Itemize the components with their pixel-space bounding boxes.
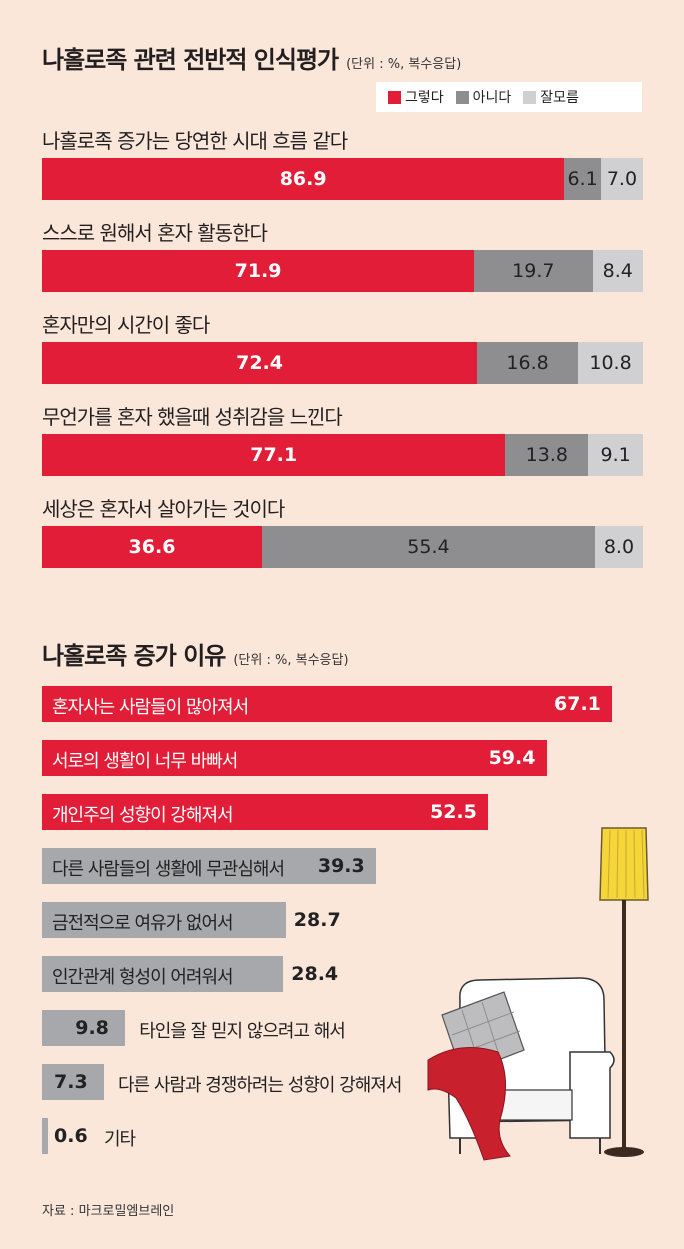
reason-bar: [42, 1064, 104, 1100]
floor-lamp-icon: [599, 827, 649, 1157]
section1-unit: (단위 : %, 복수응답): [346, 57, 462, 72]
reason-value: 0.6: [54, 1125, 88, 1147]
bar-segment-yes: 77.1: [42, 434, 506, 476]
legend-item-no: 아니다: [455, 87, 512, 107]
bar-segment-dk: 7.0: [600, 158, 643, 200]
legend-swatch-no: [455, 90, 469, 104]
reason-label: 다른 사람과 경쟁하려는 성향이 강해져서: [118, 1075, 402, 1096]
section2-title-text: 나홀로족 증가 이유: [42, 642, 226, 670]
armchair-icon: [427, 977, 615, 1161]
reason-label: 다른 사람들의 생활에 무관심해서: [52, 859, 285, 880]
reason-value: 52.5: [429, 801, 477, 823]
reason-label: 혼자사는 사람들이 많아져서: [52, 697, 249, 718]
reason-label: 개인주의 성향이 강해져서: [52, 805, 234, 826]
bar-segment-no: 16.8: [477, 342, 579, 384]
reason-label: 기타: [104, 1129, 136, 1150]
bar-segment-dk: 8.0: [594, 526, 643, 568]
reason-value: 39.3: [317, 855, 365, 877]
legend: 그렇다 아니다 잘모름: [376, 82, 642, 112]
stacked-bar-row: 77.1 13.8 9.1: [42, 434, 643, 476]
legend-item-yes: 그렇다: [388, 87, 444, 107]
reason-bar: [42, 902, 286, 938]
stacked-bar-row: 72.4 16.8 10.8: [42, 342, 643, 384]
bar-segment-no: 55.4: [261, 526, 595, 568]
reason-bar: [42, 848, 376, 884]
legend-label-dontknow: 잘모름: [540, 90, 579, 106]
bar-segment-no: 6.1: [564, 158, 601, 200]
reason-label: 서로의 생활이 너무 바빠서: [52, 751, 238, 772]
reason-bar: [42, 794, 488, 830]
section1-title-text: 나홀로족 관련 전반적 인식평가: [42, 46, 339, 74]
legend-swatch-dontknow: [523, 90, 537, 104]
reason-bar: [42, 956, 284, 992]
legend-label-no: 아니다: [472, 90, 512, 106]
bar-segment-yes: 72.4: [42, 342, 478, 384]
reason-value: 67.1: [554, 693, 601, 715]
reason-value: 7.3: [54, 1071, 88, 1093]
reason-value: 28.4: [291, 963, 339, 985]
section2-title: 나홀로족 증가 이유 (단위 : %, 복수응답): [42, 636, 349, 671]
reason-value: 59.4: [488, 747, 536, 769]
bar-segment-yes: 71.9: [42, 250, 475, 292]
bar-segment-yes: 36.6: [42, 526, 262, 568]
reason-bar: [42, 1010, 126, 1046]
reason-label: 타인을 잘 믿지 않으려고 해서: [139, 1021, 346, 1042]
section2-unit: (단위 : %, 복수응답): [233, 653, 349, 668]
reason-value: 9.8: [75, 1017, 109, 1039]
bar-segment-yes: 86.9: [42, 158, 565, 200]
armchair-lamp-illustration: [427, 827, 649, 1161]
legend-item-dontknow: 잘모름: [523, 87, 579, 107]
question-label: 혼자만의 시간이 좋다: [42, 313, 210, 337]
bar-segment-no: 19.7: [474, 250, 593, 292]
stacked-bar-row: 36.6 55.4 8.0: [42, 526, 643, 568]
bar-segment-dk: 10.8: [578, 342, 643, 384]
stacked-bar-row: 86.9 6.1 7.0: [42, 158, 643, 200]
reason-label: 인간관계 형성이 어려워서: [52, 967, 234, 988]
stacked-bar-row: 71.9 19.7 8.4: [42, 250, 643, 292]
legend-swatch-yes: [388, 90, 401, 104]
section1-title: 나홀로족 관련 전반적 인식평가 (단위 : %, 복수응답): [42, 40, 461, 75]
bar-segment-no: 13.8: [505, 434, 589, 476]
question-label: 무언가를 혼자 했을때 성취감을 느낀다: [42, 405, 343, 429]
source-note: 자료 : 마크로밀엠브레인: [42, 1204, 175, 1219]
reason-value: 28.7: [293, 909, 341, 931]
question-label: 스스로 원해서 혼자 활동한다: [42, 221, 268, 245]
question-label: 세상은 혼자서 살아가는 것이다: [42, 497, 285, 521]
reason-label: 금전적으로 여유가 없어서: [52, 913, 234, 934]
reason-bar: [42, 740, 547, 776]
reason-bar: [42, 686, 612, 722]
reason-bar: [42, 1118, 48, 1154]
bar-segment-dk: 8.4: [592, 250, 643, 292]
question-label: 나홀로족 증가는 당연한 시대 흐름 같다: [42, 129, 348, 153]
bar-segment-dk: 9.1: [588, 434, 643, 476]
legend-label-yes: 그렇다: [405, 90, 444, 106]
